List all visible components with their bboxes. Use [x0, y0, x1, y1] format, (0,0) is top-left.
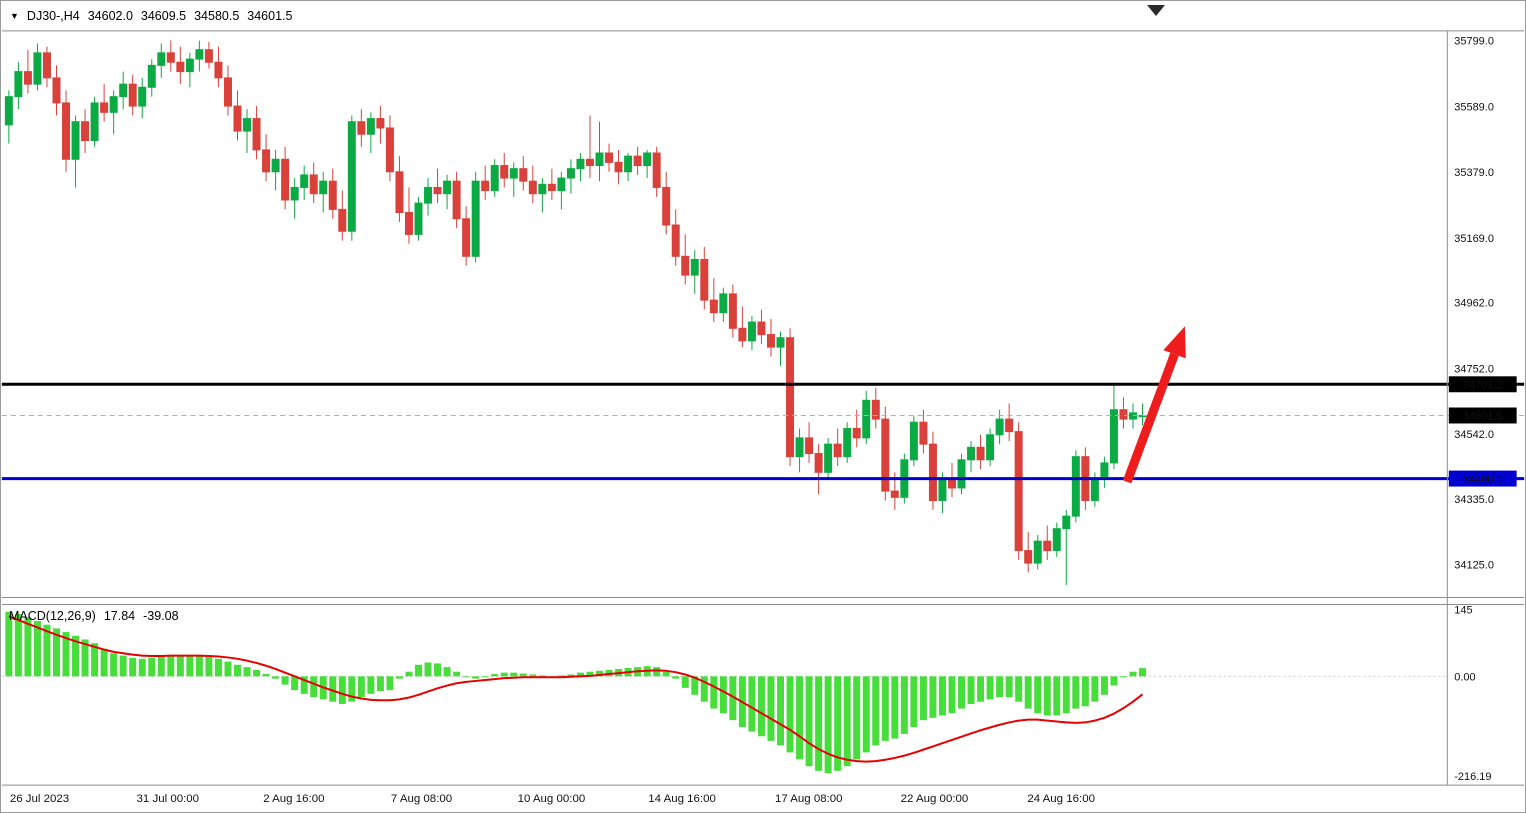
- svg-text:-216.19: -216.19: [1454, 771, 1491, 783]
- macd-indicator-label: MACD(12,26,9) 17.84 -39.08: [9, 609, 179, 623]
- svg-text:145: 145: [1454, 604, 1472, 616]
- svg-text:7 Aug 08:00: 7 Aug 08:00: [391, 793, 452, 805]
- low-value: 34580.5: [194, 9, 240, 23]
- svg-text:34400.0: 34400.0: [1463, 474, 1503, 486]
- macd-signal-value: -39.08: [143, 609, 179, 623]
- svg-text:35169.0: 35169.0: [1454, 233, 1494, 245]
- macd-axis[interactable]: 145 0.00 -216.19: [1454, 604, 1491, 782]
- svg-text:34962.0: 34962.0: [1454, 298, 1494, 310]
- ohlc-info-bar: ▼ DJ30-,H4 34602.0 34609.5 34580.5 34601…: [10, 9, 292, 23]
- close-value: 34601.5: [247, 9, 293, 23]
- symbol-dropdown-icon[interactable]: ▼: [10, 10, 19, 21]
- macd-histogram: [5, 611, 1147, 774]
- svg-text:31 Jul 00:00: 31 Jul 00:00: [137, 793, 200, 805]
- svg-text:34125.0: 34125.0: [1454, 560, 1494, 572]
- time-axis[interactable]: 26 Jul 2023 31 Jul 00:00 2 Aug 16:00 7 Aug …: [10, 793, 1095, 805]
- svg-text:34701.2: 34701.2: [1463, 379, 1503, 391]
- svg-text:35379.0: 35379.0: [1454, 167, 1494, 179]
- macd-name: MACD(12,26,9): [9, 609, 96, 623]
- chart-frame: [1, 30, 1525, 786]
- svg-text:34335.0: 34335.0: [1454, 494, 1494, 506]
- high-value: 34609.5: [140, 9, 187, 23]
- svg-text:17 Aug 08:00: 17 Aug 08:00: [775, 793, 843, 805]
- svg-text:34542.0: 34542.0: [1454, 429, 1494, 441]
- price-badge: 34601.5: [1448, 407, 1517, 424]
- svg-text:22 Aug 00:00: 22 Aug 00:00: [901, 793, 969, 805]
- svg-text:2 Aug 16:00: 2 Aug 16:00: [263, 793, 324, 805]
- candlestick-series: [4, 40, 1147, 586]
- svg-text:34752.0: 34752.0: [1454, 363, 1494, 375]
- price-badge: 34400.0: [1448, 470, 1517, 487]
- price-axis[interactable]: 35799.0 35589.0 35379.0 35169.0 34962.0 34752…: [1454, 36, 1494, 572]
- svg-text:26 Jul 2023: 26 Jul 2023: [10, 793, 69, 805]
- macd-main-value: 17.84: [103, 609, 136, 623]
- macd-signal-line: [8, 615, 1144, 763]
- svg-text:10 Aug 00:00: 10 Aug 00:00: [518, 793, 586, 805]
- svg-text:35799.0: 35799.0: [1454, 36, 1494, 48]
- svg-text:14 Aug 16:00: 14 Aug 16:00: [648, 793, 716, 805]
- price-badge: 34701.2: [1448, 376, 1517, 393]
- svg-text:0.00: 0.00: [1454, 671, 1475, 683]
- svg-text:35589.0: 35589.0: [1454, 101, 1494, 113]
- symbol-period-label: DJ30-,H4: [26, 9, 80, 23]
- open-value: 34602.0: [87, 9, 133, 23]
- trend-arrow-annotation[interactable]: [1122, 326, 1186, 484]
- svg-text:24 Aug 16:00: 24 Aug 16:00: [1027, 793, 1095, 805]
- chart-shift-marker[interactable]: [1147, 4, 1166, 16]
- svg-text:34601.5: 34601.5: [1463, 410, 1503, 422]
